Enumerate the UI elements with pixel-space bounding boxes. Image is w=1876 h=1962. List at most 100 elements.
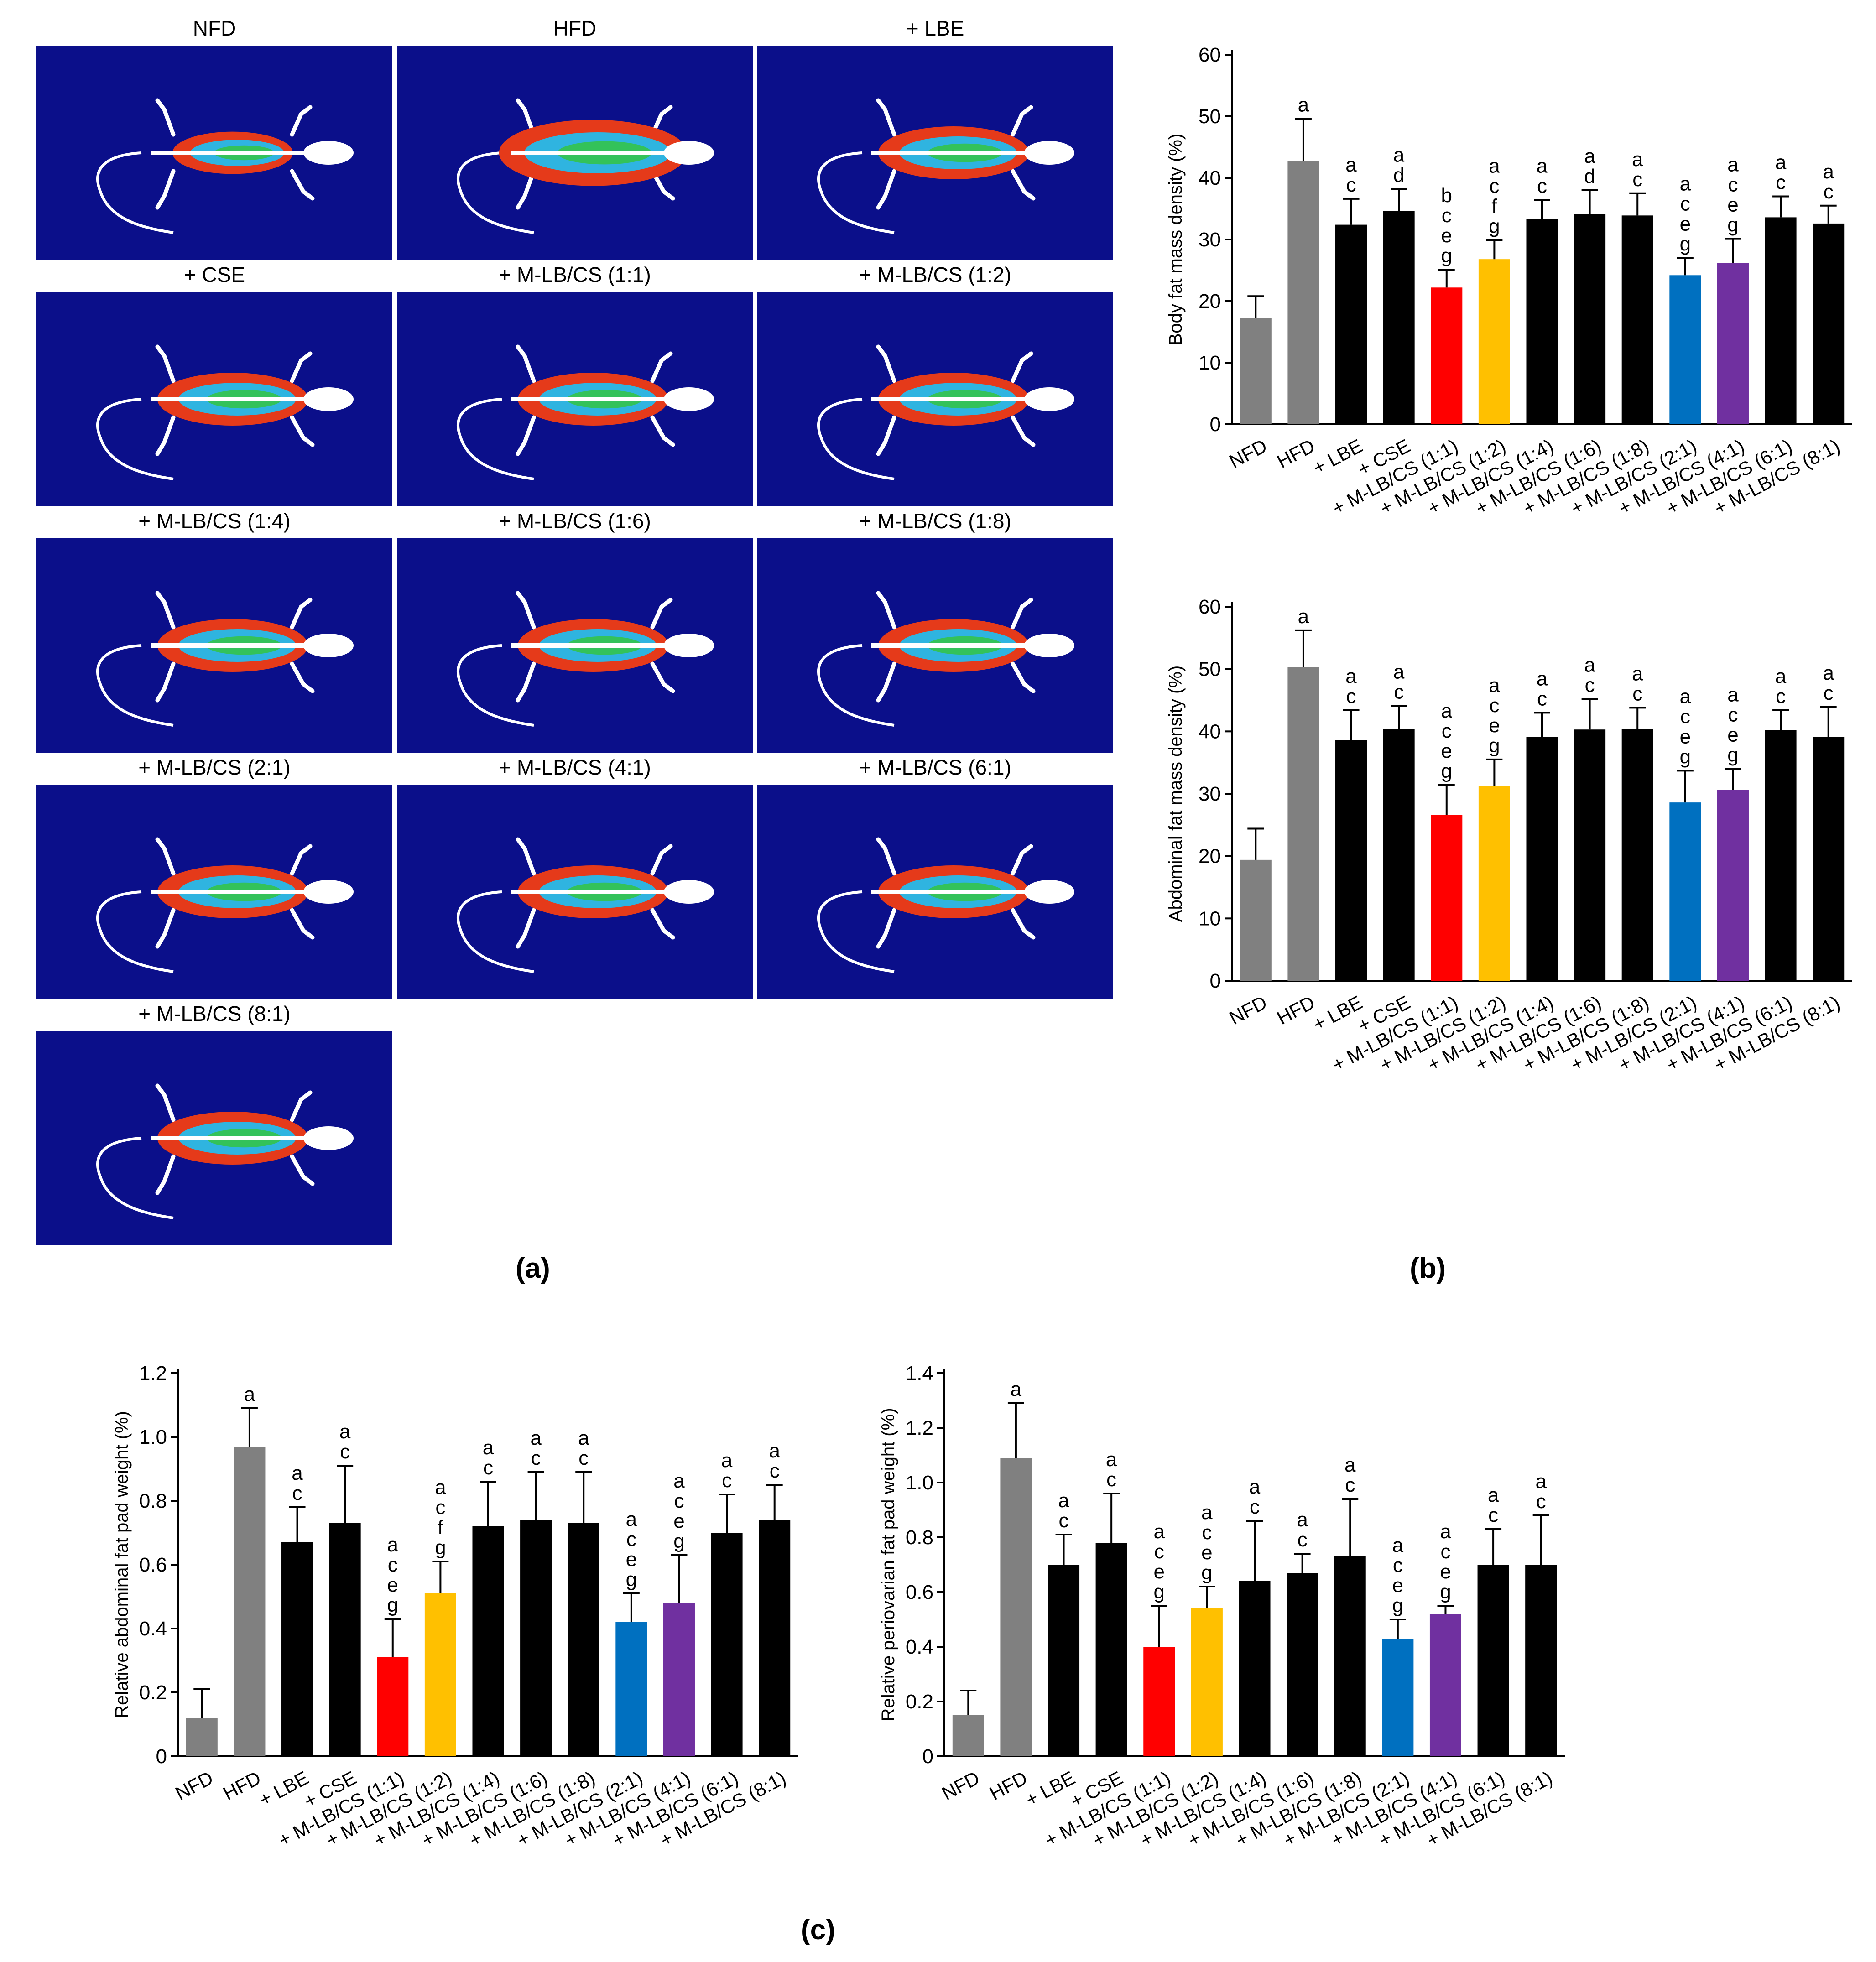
panel-c-label: (c) (801, 1914, 835, 1946)
mouse-scan-image (36, 292, 392, 506)
significance-letter: c (722, 1469, 732, 1492)
bar (1000, 1458, 1032, 1756)
bar-chart-svg: 0 0.2 0.4 0.6 0.8 1.0 1.2 Relative abdominal fa… (112, 1362, 798, 1851)
significance-letter: e (1201, 1541, 1212, 1564)
significance-letter: a (1823, 161, 1834, 183)
y-tick-label: 20 (1199, 290, 1221, 312)
significance-letter: a (1345, 154, 1357, 176)
mouse-silhouette (96, 344, 354, 480)
bar (1621, 215, 1653, 424)
y-axis-label: Body fat mass density (%) (1166, 134, 1186, 346)
bar (424, 1593, 456, 1756)
y-tick-label: 30 (1199, 783, 1221, 805)
significance-letter: c (626, 1528, 636, 1551)
bar (1240, 318, 1272, 424)
x-tick-label: + LBE (1309, 435, 1366, 479)
bar (568, 1523, 599, 1756)
bar (1143, 1647, 1175, 1756)
image-cell: + M-LB/CS (1:8) (757, 500, 1113, 753)
significance-letter: a (530, 1427, 542, 1449)
significance-letter: a (1489, 674, 1500, 697)
significance-letter: c (1728, 703, 1738, 726)
x-tick-label: NFD (172, 1767, 217, 1804)
image-label: + M-LB/CS (1:2) (859, 263, 1011, 286)
mouse-scan-image (397, 785, 753, 999)
bar (1095, 1543, 1127, 1756)
image-cell: + CSE (36, 253, 392, 506)
significance-letter: c (1106, 1468, 1116, 1491)
mouse-scan-image (757, 785, 1113, 999)
significance-letter: c (1442, 720, 1452, 742)
mouse-scan-image (36, 1031, 392, 1245)
bar (1526, 737, 1558, 981)
image-cell: + M-LB/CS (6:1) (757, 746, 1113, 999)
bar (329, 1523, 361, 1756)
significance-letter: a (1393, 144, 1405, 166)
significance-letter: a (435, 1476, 446, 1499)
mouse-silhouette (96, 1083, 354, 1219)
significance-letter: a (1632, 148, 1643, 171)
bar (1191, 1608, 1223, 1756)
bar (1478, 259, 1510, 424)
bar (1287, 1573, 1318, 1756)
significance-letter: e (387, 1574, 398, 1596)
significance-letter: c (1632, 168, 1642, 191)
significance-letter: a (1632, 662, 1643, 685)
significance-letter: a (1298, 94, 1309, 116)
mouse-silhouette (817, 344, 1074, 480)
significance-letter: c (1824, 181, 1834, 203)
mouse-silhouette (96, 837, 354, 973)
bar (759, 1520, 791, 1756)
x-tick-label: + LBE (255, 1767, 312, 1811)
significance-letter: a (1537, 155, 1548, 177)
bar (1574, 214, 1606, 424)
significance-letter: c (1442, 204, 1452, 227)
x-tick-label: NFD (1226, 991, 1271, 1029)
significance-letter: a (1106, 1448, 1117, 1471)
bar (1239, 1581, 1271, 1756)
bar (1813, 737, 1845, 981)
image-cell: HFD (397, 7, 753, 260)
significance-letter: c (770, 1460, 780, 1482)
x-tick-label: NFD (1226, 435, 1271, 472)
bar (1287, 667, 1319, 981)
significance-letter: a (1154, 1520, 1165, 1543)
significance-letter: c (1394, 681, 1404, 703)
y-tick-label: 50 (1199, 658, 1221, 681)
significance-letter: c (1489, 175, 1499, 197)
image-label: + M-LB/CS (8:1) (138, 1002, 291, 1025)
y-tick-label: 0 (1210, 413, 1221, 436)
significance-letter: a (1393, 661, 1405, 683)
panel-a-label: (a) (516, 1253, 550, 1284)
mouse-scan-image (757, 46, 1113, 260)
significance-letter: a (339, 1421, 351, 1443)
significance-letter: a (387, 1534, 399, 1556)
y-axis-label: Relative abdominal fat pad weight (%) (112, 1411, 132, 1718)
image-label: + M-LB/CS (6:1) (859, 755, 1011, 779)
y-tick-label: 10 (1199, 907, 1221, 930)
significance-letter: e (1154, 1561, 1165, 1583)
bar (952, 1715, 984, 1756)
image-cell: + LBE (757, 7, 1113, 260)
y-tick-label: 1.2 (906, 1417, 933, 1439)
bar (1669, 275, 1701, 424)
significance-letter: a (1488, 1484, 1499, 1506)
x-tick-label: HFD (1273, 435, 1318, 472)
x-tick-label: NFD (938, 1767, 983, 1804)
significance-letter: a (1775, 665, 1787, 687)
significance-letter: c (531, 1447, 541, 1469)
significance-letter: c (388, 1554, 398, 1576)
bar (377, 1657, 409, 1756)
mouse-silhouette (817, 591, 1074, 727)
significance-letter: c (1776, 172, 1786, 194)
mouse-scan-image (36, 785, 392, 999)
image-label: + CSE (183, 263, 245, 286)
significance-letter: a (1441, 700, 1453, 722)
significance-letter: a (1201, 1501, 1213, 1524)
significance-letter: b (1441, 184, 1452, 207)
significance-letter: e (1441, 224, 1452, 247)
y-tick-label: 10 (1199, 352, 1221, 374)
bar (1621, 729, 1653, 981)
significance-letter: e (626, 1548, 637, 1571)
